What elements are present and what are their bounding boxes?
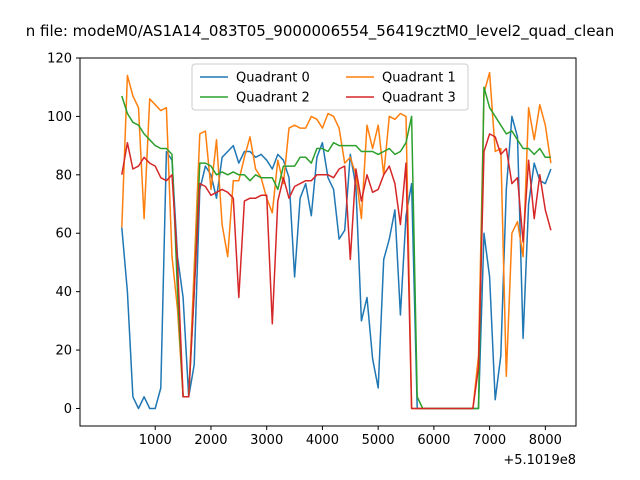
legend-box (191, 63, 469, 111)
plot-frame (79, 57, 577, 427)
series-line-quadrant-3 (121, 133, 552, 410)
x-axis-ticks: 1000 2000 3000 4000 5000 6000 7000 8000 (139, 426, 562, 448)
y-tick-label: 80 (55, 168, 72, 183)
x-tick-label: 4000 (306, 433, 339, 448)
chart-title: n file: modeM0/AS1A14_083T05_9000006554_… (26, 22, 615, 41)
legend-label-quadrant-0: Quadrant 0 (236, 71, 310, 86)
series-line-quadrant-0 (121, 115, 552, 410)
x-tick-label: 7000 (473, 433, 506, 448)
y-tick-label: 40 (55, 285, 72, 300)
x-tick-label: 2000 (194, 433, 227, 448)
legend: Quadrant 0 Quadrant 1 Quadrant 2 Quadrant 3 (191, 63, 469, 111)
x-tick-label: 1000 (139, 433, 172, 448)
x-tick-label: 6000 (417, 433, 450, 448)
y-tick-label: 0 (64, 402, 72, 417)
legend-label-quadrant-3: Quadrant 3 (382, 91, 456, 106)
y-tick-label: 120 (47, 52, 72, 67)
x-axis-offset-label: +5.1019e8 (503, 453, 576, 468)
x-tick-label: 5000 (362, 433, 395, 448)
y-tick-label: 20 (55, 344, 72, 359)
legend-label-quadrant-2: Quadrant 2 (236, 91, 310, 106)
x-tick-label: 3000 (250, 433, 283, 448)
legend-label-quadrant-1: Quadrant 1 (382, 71, 456, 86)
y-tick-label: 60 (55, 227, 72, 242)
x-tick-label: 8000 (529, 433, 562, 448)
plot-lines (121, 71, 552, 410)
y-tick-label: 100 (47, 110, 72, 125)
y-axis-ticks: 0 20 40 60 80 100 120 (47, 52, 80, 417)
